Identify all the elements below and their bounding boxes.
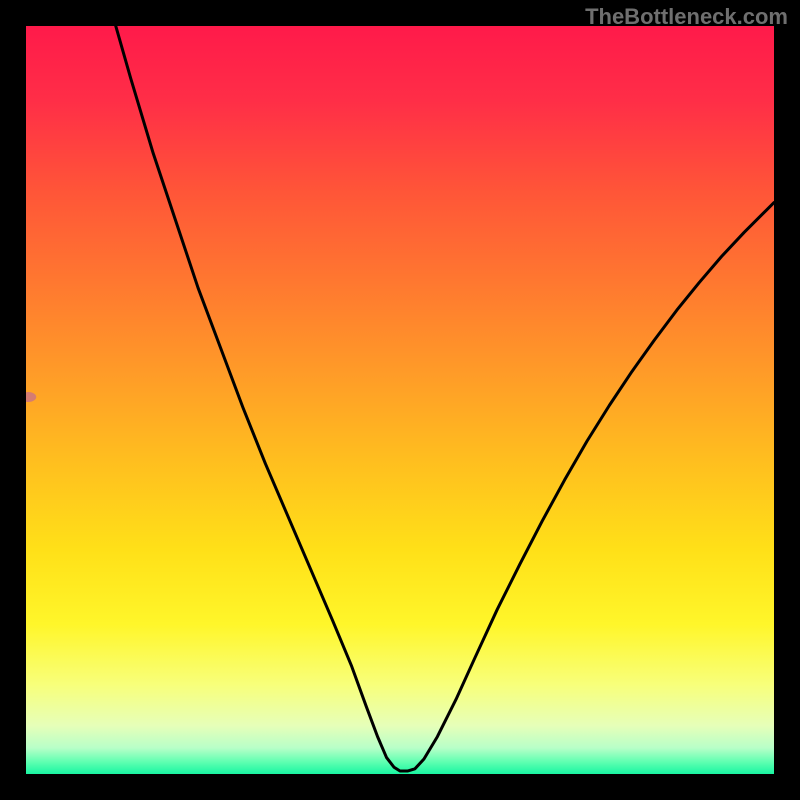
watermark-text: TheBottleneck.com xyxy=(585,4,788,30)
gradient-background xyxy=(26,26,774,774)
plot-area xyxy=(26,26,774,774)
plot-svg xyxy=(26,26,774,774)
chart-frame: { "canvas": { "width": 800, "height": 80… xyxy=(0,0,800,800)
